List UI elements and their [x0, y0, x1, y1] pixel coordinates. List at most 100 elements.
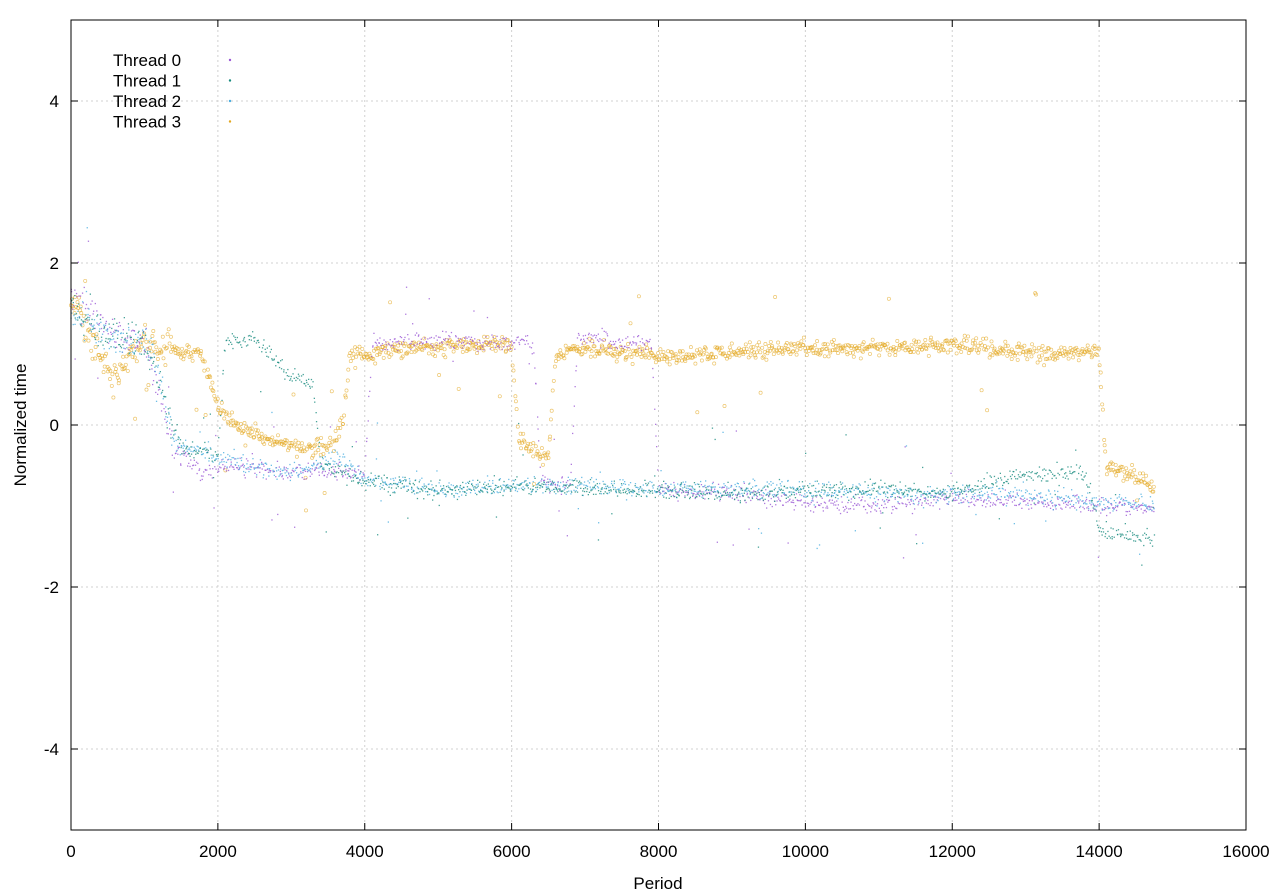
- data-point: [569, 484, 571, 486]
- data-point: [405, 350, 410, 355]
- data-point: [271, 358, 273, 360]
- data-point: [369, 479, 372, 481]
- data-point: [148, 359, 151, 361]
- data-point: [297, 373, 300, 375]
- data-point: [140, 337, 142, 339]
- data-point: [382, 484, 384, 486]
- data-point: [246, 430, 250, 435]
- data-point: [97, 323, 99, 325]
- data-point: [932, 505, 934, 507]
- data-point: [484, 481, 486, 483]
- data-point: [714, 498, 716, 500]
- data-point: [143, 350, 145, 352]
- data-point: [502, 494, 504, 497]
- data-point: [936, 499, 938, 501]
- data-point: [300, 449, 305, 454]
- data-point: [212, 454, 214, 456]
- data-point: [133, 338, 135, 341]
- data-point: [949, 489, 952, 491]
- data-point: [88, 308, 90, 310]
- data-point: [1153, 534, 1156, 536]
- data-point: [152, 362, 154, 364]
- data-point: [827, 507, 829, 509]
- data-point: [776, 500, 778, 502]
- data-point: [843, 343, 848, 348]
- data-point: [742, 495, 744, 497]
- data-point: [381, 355, 386, 360]
- data-point: [812, 500, 814, 502]
- data-point: [74, 358, 76, 360]
- data-point: [769, 492, 771, 494]
- data-point: [141, 336, 143, 338]
- data-point: [1010, 478, 1013, 480]
- data-point: [577, 508, 579, 510]
- data-point: [1100, 497, 1103, 499]
- data-point: [995, 479, 997, 481]
- data-point: [375, 484, 377, 487]
- data-point: [503, 346, 505, 348]
- data-point: [628, 347, 630, 349]
- data-point: [706, 492, 708, 494]
- data-point: [468, 482, 470, 484]
- data-point: [979, 388, 984, 393]
- data-point: [312, 381, 314, 383]
- data-point: [512, 483, 514, 486]
- data-point: [592, 344, 597, 349]
- data-point: [624, 481, 626, 483]
- data-point: [841, 482, 844, 484]
- data-point: [318, 471, 320, 473]
- data-point: [304, 468, 307, 470]
- data-point: [873, 497, 876, 500]
- data-point: [278, 362, 280, 364]
- data-point: [653, 484, 655, 486]
- data-point: [550, 482, 553, 484]
- data-point: [885, 348, 890, 353]
- data-point: [177, 448, 179, 450]
- data-point: [1079, 499, 1081, 501]
- data-point: [381, 487, 383, 489]
- data-point: [975, 500, 977, 502]
- data-point: [776, 340, 781, 345]
- data-point: [811, 485, 813, 487]
- data-point: [691, 485, 693, 487]
- data-point: [162, 398, 164, 400]
- data-point: [619, 479, 621, 481]
- data-point: [1028, 500, 1031, 502]
- data-point: [269, 468, 271, 470]
- data-point: [297, 377, 299, 380]
- data-point: [195, 450, 197, 453]
- data-point: [218, 463, 220, 465]
- data-point: [509, 490, 512, 492]
- data-point: [352, 477, 354, 479]
- data-point: [1003, 344, 1008, 349]
- data-point: [998, 488, 1000, 490]
- data-point: [734, 490, 736, 492]
- data-point: [876, 503, 879, 505]
- data-point: [719, 492, 722, 494]
- data-point: [416, 332, 418, 334]
- data-point: [1133, 533, 1135, 536]
- data-point: [601, 327, 603, 330]
- data-point: [1062, 468, 1064, 470]
- data-point: [793, 491, 796, 494]
- data-point: [1110, 527, 1112, 529]
- data-point: [585, 485, 588, 487]
- data-point: [123, 317, 125, 319]
- data-point: [177, 453, 179, 455]
- data-point: [674, 495, 676, 498]
- data-point: [1014, 504, 1016, 506]
- data-point: [544, 476, 546, 478]
- data-point: [828, 481, 830, 483]
- data-point: [820, 496, 822, 498]
- data-point: [824, 502, 827, 504]
- data-point: [935, 493, 937, 495]
- data-point: [279, 470, 281, 473]
- data-point: [1149, 542, 1151, 544]
- data-point: [557, 482, 559, 484]
- data-point: [596, 486, 599, 488]
- data-point: [149, 368, 151, 371]
- data-point: [377, 534, 379, 536]
- data-point: [860, 499, 862, 502]
- data-point: [815, 496, 818, 498]
- data-point: [444, 338, 447, 340]
